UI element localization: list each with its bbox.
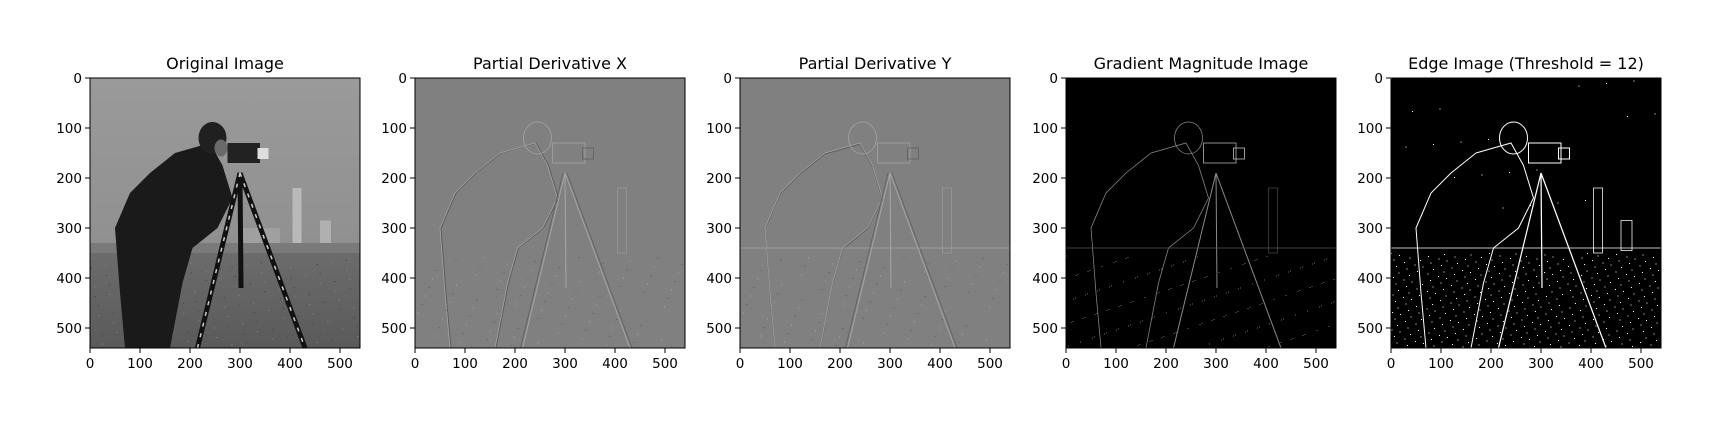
x-tick-label: 500 [652,356,678,372]
y-tick-label: 100 [1357,121,1383,137]
y-tick-label: 100 [56,121,82,137]
y-tick-label: 100 [706,121,732,137]
y-tick-label: 300 [56,221,82,237]
y-tick-label: 0 [398,71,407,87]
y-tick-label: 300 [381,221,407,237]
y-tick-label: 400 [706,271,732,287]
x-tick-label: 300 [1528,356,1554,372]
y-tick-label: 100 [381,121,407,137]
x-tick-label: 200 [827,356,853,372]
y-tick-label: 200 [1357,171,1383,187]
y-tick-label: 0 [73,71,82,87]
panel-dy: Partial Derivative Y 0 100 200 300 400 500 0 100… [706,54,1011,372]
y-tick-label: 500 [381,321,407,337]
x-tick-label: 300 [227,356,253,372]
x-tick-label: 400 [927,356,953,372]
x-tick-label: 300 [552,356,578,372]
panel-title: Gradient Magnitude Image [1094,54,1309,73]
axes-frame [414,77,686,349]
panel-edge: Edge Image (Threshold = 12) 0 100 200 300 400… [1357,54,1662,372]
x-tick-label: 200 [177,356,203,372]
y-tick-label: 500 [706,321,732,337]
y-tick-label: 100 [1032,121,1058,137]
x-tick-label: 0 [86,356,95,372]
panel-image [1391,78,1661,348]
y-tick-label: 500 [1032,321,1058,337]
axes-frame [1065,77,1337,349]
y-tick-label: 0 [723,71,732,87]
y-tick-label: 0 [1374,71,1383,87]
panel-image [1066,78,1336,348]
axes-frame [739,77,1011,349]
y-tick-label: 300 [1357,221,1383,237]
x-tick-label: 0 [1062,356,1071,372]
x-tick-label: 500 [977,356,1003,372]
x-tick-label: 500 [1628,356,1654,372]
panel-grad: Gradient Magnitude Image 0 100 200 300 400 500… [1032,54,1337,372]
x-tick-label: 400 [1253,356,1279,372]
panel-title: Edge Image (Threshold = 12) [1408,54,1644,73]
y-tick-label: 300 [1032,221,1058,237]
x-tick-label: 200 [1478,356,1504,372]
panel-dx: Partial Derivative X 0 100 200 300 400 500 0 100… [381,54,686,372]
x-tick-label: 400 [602,356,628,372]
x-tick-label: 500 [327,356,353,372]
x-tick-label: 400 [1578,356,1604,372]
axes-frame [89,77,361,349]
panel-image [90,78,360,348]
y-tick-label: 300 [706,221,732,237]
y-tick-label: 200 [1032,171,1058,187]
x-tick-label: 100 [1103,356,1129,372]
x-tick-label: 100 [777,356,803,372]
x-tick-label: 0 [1387,356,1396,372]
x-tick-label: 100 [1428,356,1454,372]
panel-title: Original Image [166,54,284,73]
y-tick-label: 400 [1032,271,1058,287]
y-tick-label: 0 [1049,71,1058,87]
panel-original: Original Image 0 100 200 300 400 500 0 100 200 300… [56,54,361,372]
panel-title: Partial Derivative X [473,54,627,73]
panel-image [740,78,1010,348]
x-tick-label: 100 [452,356,478,372]
y-tick-label: 500 [56,321,82,337]
x-tick-label: 300 [877,356,903,372]
y-tick-label: 200 [706,171,732,187]
x-tick-label: 400 [277,356,303,372]
x-tick-label: 200 [502,356,528,372]
y-tick-label: 400 [56,271,82,287]
panel-image [415,78,685,348]
panel-title: Partial Derivative Y [799,54,952,73]
x-tick-label: 0 [411,356,420,372]
y-tick-label: 200 [56,171,82,187]
y-tick-label: 400 [1357,271,1383,287]
x-tick-label: 100 [127,356,153,372]
axes-frame [1390,77,1662,349]
y-tick-label: 500 [1357,321,1383,337]
x-tick-label: 300 [1203,356,1229,372]
x-tick-label: 200 [1153,356,1179,372]
x-tick-label: 0 [736,356,745,372]
y-tick-label: 200 [381,171,407,187]
x-tick-label: 500 [1303,356,1329,372]
y-tick-label: 400 [381,271,407,287]
